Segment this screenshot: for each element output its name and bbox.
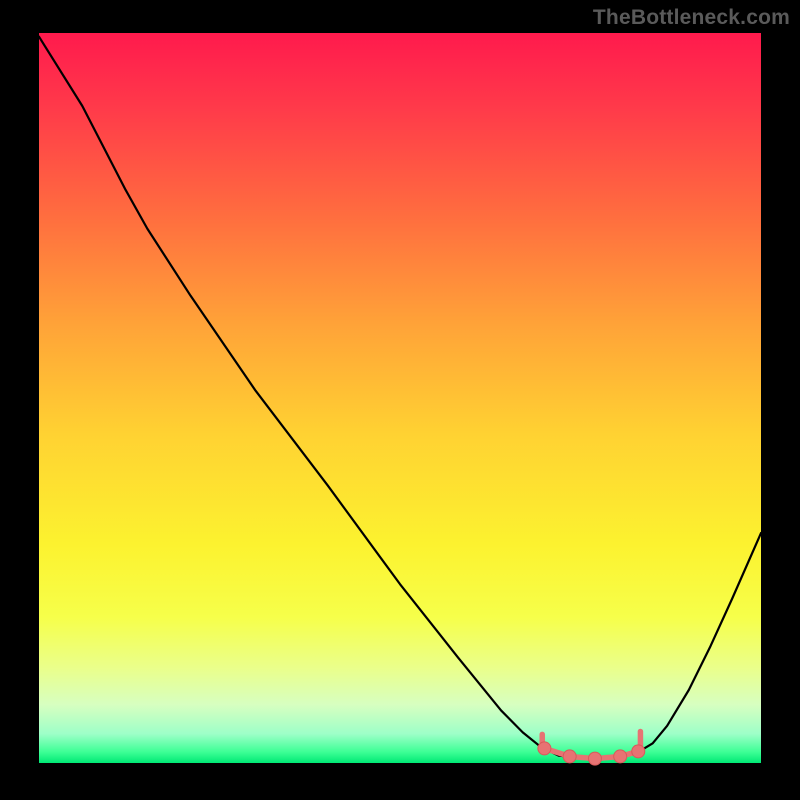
valley-marker-2 <box>588 752 601 765</box>
chart-container: TheBottleneck.com <box>0 0 800 800</box>
valley-marker-4 <box>632 745 645 758</box>
bottleneck-chart <box>0 0 800 800</box>
valley-marker-0 <box>538 742 551 755</box>
valley-marker-3 <box>614 750 627 763</box>
watermark-text: TheBottleneck.com <box>593 6 790 30</box>
gradient-background <box>39 33 761 763</box>
valley-marker-1 <box>563 750 576 763</box>
